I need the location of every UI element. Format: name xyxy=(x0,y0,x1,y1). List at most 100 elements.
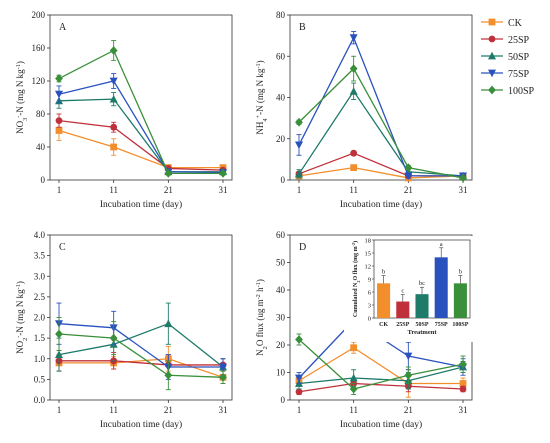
inset-bar-chart: 0 3 6 9 12 15 18 b CK c 25SP bc 50SP a 75SP b 100SP Treat… xyxy=(344,236,476,342)
x-tick-label: 31 xyxy=(219,185,228,195)
data-point xyxy=(55,74,63,83)
inset-y-tick-label: 15 xyxy=(365,251,372,258)
significance-letter: a xyxy=(440,241,443,248)
y-tick-label: 80 xyxy=(36,109,46,119)
y-tick-label: 50 xyxy=(276,258,286,268)
series-line xyxy=(298,90,464,177)
x-tick-label: 31 xyxy=(459,185,468,195)
panel-letter: C xyxy=(59,242,66,253)
y-tick-label: 2.5 xyxy=(34,292,46,302)
panel-C: C0.00.51.01.52.02.53.03.54.01 11 21 31Incub… xyxy=(15,230,233,430)
data-point xyxy=(459,385,467,393)
legend: CK 25SP 50SP 75SP 100SP xyxy=(481,18,535,97)
y-tick-label: 10 xyxy=(276,368,286,378)
series-line xyxy=(58,119,224,171)
series-100SP xyxy=(295,55,467,183)
series-100SP xyxy=(55,40,227,178)
inset-bar-CK xyxy=(377,283,391,318)
inset-bar-100SP xyxy=(453,283,467,318)
panel-letter: D xyxy=(299,242,306,253)
data-point xyxy=(349,373,358,382)
series-50SP xyxy=(55,92,227,176)
inset-x-tick-label: 25SP xyxy=(396,322,409,328)
y-tick-label: 20 xyxy=(276,134,286,144)
x-tick-label: 1 xyxy=(297,405,302,415)
data-point xyxy=(110,123,118,131)
series-line xyxy=(298,382,464,393)
data-point xyxy=(404,370,413,380)
legend-label: 50SP xyxy=(508,52,530,63)
y-tick-label: 3.5 xyxy=(34,251,46,261)
y-tick-label: 0.0 xyxy=(34,395,46,405)
legend-marker xyxy=(488,35,496,43)
x-tick-label: 31 xyxy=(219,405,228,415)
x-tick-label: 31 xyxy=(459,405,468,415)
legend-item-50SP: 50SP xyxy=(481,51,530,63)
y-axis-label: NO3--N (mg N kg-1) xyxy=(15,61,29,134)
y-tick-label: 80 xyxy=(276,10,286,20)
series-line xyxy=(58,80,224,174)
data-point xyxy=(295,169,303,178)
data-point xyxy=(459,173,467,183)
series-line xyxy=(58,323,223,368)
data-point xyxy=(404,352,413,361)
x-tick-label: 1 xyxy=(297,185,302,195)
data-point xyxy=(349,64,358,74)
series-line xyxy=(58,129,223,169)
legend-marker xyxy=(488,69,496,78)
data-point xyxy=(219,372,227,382)
data-point xyxy=(295,141,303,150)
legend-item-25SP: 25SP xyxy=(481,35,530,46)
data-point xyxy=(55,329,63,339)
legend-item-CK: CK xyxy=(481,18,523,29)
y-tick-label: 0 xyxy=(281,175,286,185)
legend-label: 100SP xyxy=(508,86,535,97)
data-point xyxy=(295,117,303,127)
data-point xyxy=(219,169,227,178)
y-tick-label: 60 xyxy=(276,51,286,61)
y-tick-label: 200 xyxy=(32,10,46,20)
data-point xyxy=(350,164,358,172)
inset-y-tick-label: 12 xyxy=(365,264,372,271)
y-tick-label: 120 xyxy=(32,76,46,86)
x-tick-label: 21 xyxy=(164,185,173,195)
data-point xyxy=(295,335,303,344)
data-point xyxy=(404,163,413,173)
plot-frame xyxy=(49,234,233,401)
y-tick-label: 3.0 xyxy=(34,271,46,281)
x-tick-label: 1 xyxy=(57,185,62,195)
data-point xyxy=(295,388,303,396)
y-tick-label: 60 xyxy=(276,230,286,240)
x-tick-label: 11 xyxy=(349,185,358,195)
x-axis-label: Incubation time (day) xyxy=(100,419,182,430)
y-tick-label: 4.0 xyxy=(34,230,46,240)
legend-marker xyxy=(488,85,496,95)
y-tick-label: 40 xyxy=(276,285,286,295)
legend-label: 75SP xyxy=(508,69,530,80)
inset-x-axis-label: Treatment xyxy=(408,329,438,336)
inset-bar-25SP xyxy=(396,301,410,318)
inset-y-axis-label: Cumulated N2O flux (mg m-2) xyxy=(351,241,361,317)
series-line xyxy=(298,36,463,177)
y-tick-label: 1.0 xyxy=(34,354,46,364)
series-CK xyxy=(55,120,227,172)
series-25SP xyxy=(295,377,467,396)
y-tick-label: 0 xyxy=(41,175,46,185)
inset-x-tick-label: 100SP xyxy=(452,322,468,328)
data-point xyxy=(295,374,303,383)
plot-frame xyxy=(289,14,473,181)
series-100SP xyxy=(295,333,467,395)
x-tick-label: 11 xyxy=(109,185,118,195)
series-25SP xyxy=(295,149,467,180)
series-line xyxy=(298,366,464,385)
series-line xyxy=(58,98,223,173)
data-point xyxy=(55,117,63,124)
inset-y-tick-label: 0 xyxy=(368,316,371,323)
data-point xyxy=(109,333,118,343)
panel-letter: B xyxy=(299,22,306,33)
data-point xyxy=(109,46,118,55)
series-25SP xyxy=(55,113,227,174)
significance-letter: b xyxy=(459,269,462,276)
series-line xyxy=(298,67,464,179)
